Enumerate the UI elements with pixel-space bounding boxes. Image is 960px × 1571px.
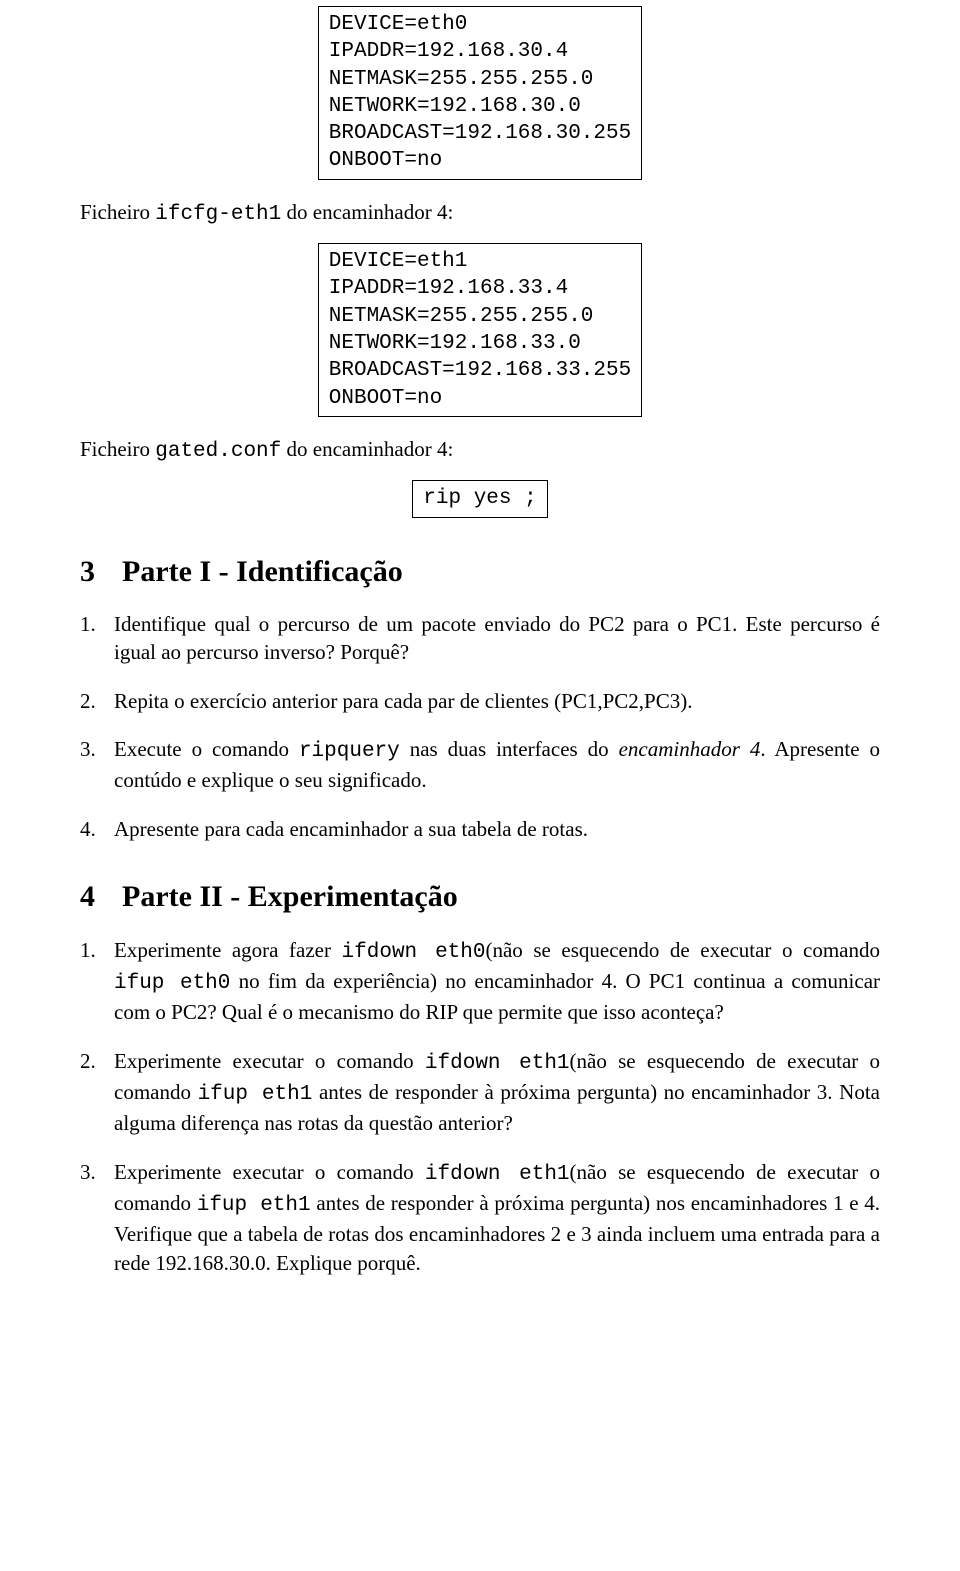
s4-item-1: 1. Experimente agora fazer ifdown eth0(n… [80,936,880,1027]
s4-item-3-pre: Experimente executar o comando [114,1160,425,1184]
s3-item-3-code: ripquery [299,740,400,763]
section-4-heading: 4Parte II - Experimentação [80,877,880,918]
s4-item-2-num: 2. [80,1047,96,1075]
s3-item-1-text: Identifique qual o percurso de um pacote… [114,612,880,664]
section-4-title: Parte II - Experimentação [122,880,458,913]
s4-item-2-code2: ifup eth1 [198,1083,313,1106]
document-page: DEVICE=eth0 IPADDR=192.168.30.4 NETMASK=… [0,6,960,1357]
file-caption-1-code: ifcfg-eth1 [155,203,281,226]
s3-item-2-text: Repita o exercício anterior para cada pa… [114,689,692,713]
s3-item-3-mid: nas duas interfaces do [400,737,619,761]
s3-item-3-ital: encaminhador 4 [619,737,761,761]
s4-item-1-mid1: (não se esquecendo de executar o comando [485,938,880,962]
section-3-heading: 3Parte I - Identificação [80,552,880,593]
s4-item-1-num: 1. [80,936,96,964]
s3-item-4: 4. Apresente para cada encaminhador a su… [80,815,880,843]
file-caption-2-code: gated.conf [155,440,281,463]
s4-item-3: 3. Experimente executar o comando ifdown… [80,1158,880,1277]
file-caption-1-pre: Ficheiro [80,200,155,224]
config-box-eth0: DEVICE=eth0 IPADDR=192.168.30.4 NETMASK=… [318,6,642,180]
file-caption-2-post: do encaminhador 4: [281,437,453,461]
section-3-title: Parte I - Identificação [122,555,403,588]
file-caption-2: Ficheiro gated.conf do encaminhador 4: [80,435,880,466]
s4-item-1-pre: Experimente agora fazer [114,938,342,962]
config-box-rip-text: rip yes ; [423,487,536,510]
s3-item-1-num: 1. [80,610,96,638]
config-box-eth1: DEVICE=eth1 IPADDR=192.168.33.4 NETMASK=… [318,243,642,417]
config-box-eth1-text: DEVICE=eth1 IPADDR=192.168.33.4 NETMASK=… [329,250,631,409]
file-caption-1: Ficheiro ifcfg-eth1 do encaminhador 4: [80,198,880,229]
s3-item-3-pre: Execute o comando [114,737,299,761]
file-caption-1-post: do encaminhador 4: [281,200,453,224]
config-box-2-row: DEVICE=eth1 IPADDR=192.168.33.4 NETMASK=… [80,243,880,417]
s3-item-4-text: Apresente para cada encaminhador a sua t… [114,817,588,841]
s4-item-1-code2: ifup eth0 [114,972,230,995]
s3-item-2: 2. Repita o exercício anterior para cada… [80,687,880,715]
s4-item-2-pre: Experimente executar o comando [114,1049,425,1073]
s4-item-3-code1: ifdown eth1 [425,1163,570,1186]
s3-item-3-num: 3. [80,735,96,763]
section-4-list: 1. Experimente agora fazer ifdown eth0(n… [80,936,880,1277]
s4-item-3-code2: ifup eth1 [197,1194,311,1217]
s4-item-2: 2. Experimente executar o comando ifdown… [80,1047,880,1138]
section-4-num: 4 [80,877,122,918]
s3-item-4-num: 4. [80,815,96,843]
s3-item-2-num: 2. [80,687,96,715]
s4-item-1-code1: ifdown eth0 [342,941,486,964]
config-box-eth0-text: DEVICE=eth0 IPADDR=192.168.30.4 NETMASK=… [329,13,631,172]
config-box-3-row: rip yes ; [80,480,880,517]
s3-item-3: 3. Execute o comando ripquery nas duas i… [80,735,880,795]
section-3-list: 1. Identifique qual o percurso de um pac… [80,610,880,843]
s4-item-3-num: 3. [80,1158,96,1186]
s4-item-2-code1: ifdown eth1 [425,1052,570,1075]
s3-item-1: 1. Identifique qual o percurso de um pac… [80,610,880,667]
file-caption-2-pre: Ficheiro [80,437,155,461]
config-box-rip: rip yes ; [412,480,547,517]
config-box-1-row: DEVICE=eth0 IPADDR=192.168.30.4 NETMASK=… [80,6,880,180]
section-3-num: 3 [80,552,122,593]
